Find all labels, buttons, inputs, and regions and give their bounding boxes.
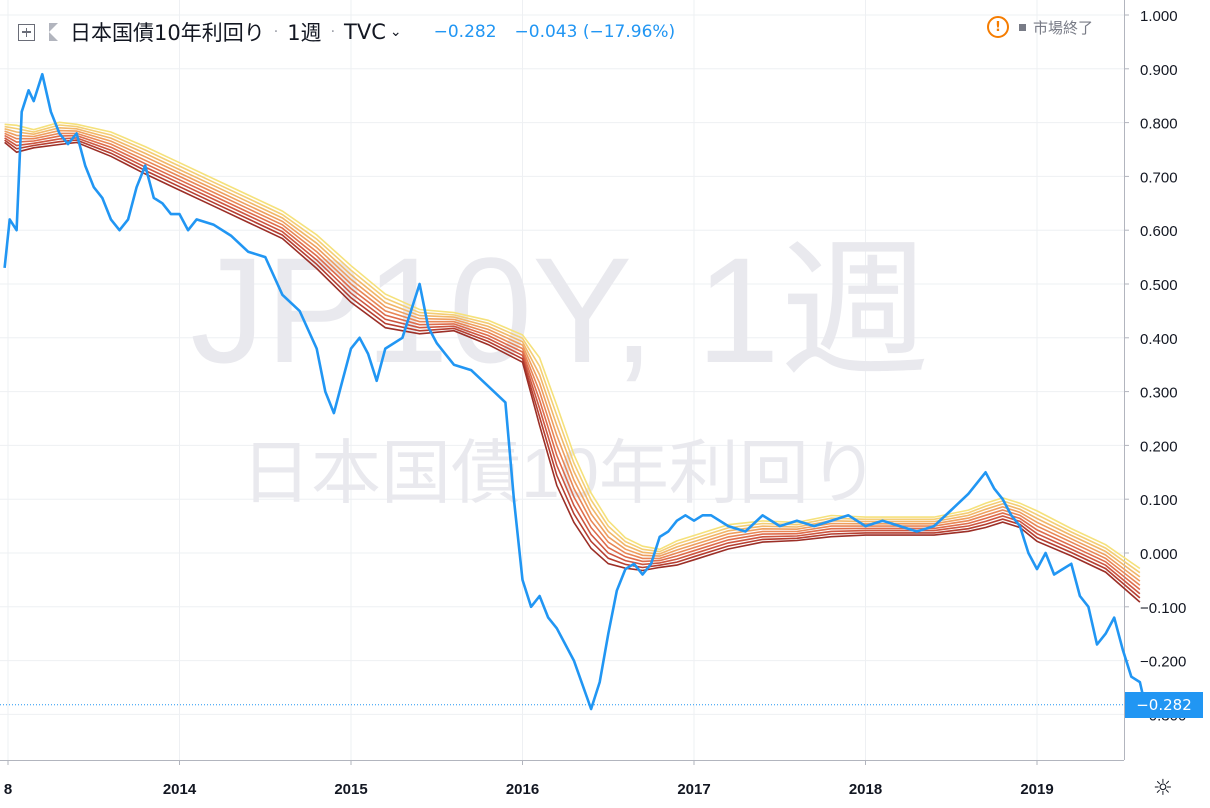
yield-line[interactable] [3,72,1147,711]
x-tick-label: 2018 [849,781,882,798]
y-tick-label: 0.900 [1140,62,1178,79]
ma-line [4,139,1141,599]
moving-average-ribbon [4,121,1141,603]
x-tick-label: 2017 [677,781,710,798]
last-price-tag: −0.282 [1125,692,1203,718]
ma-line [4,137,1141,595]
y-tick-label: 0.600 [1140,223,1178,240]
flag-icon[interactable] [49,23,58,41]
market-status[interactable]: ! 市場終了 [987,16,1093,38]
grid-lines [0,0,1124,760]
ma-line [4,141,1141,603]
y-tick-label: 0.500 [1140,277,1178,294]
ma-line [4,132,1141,586]
separator-dot: · [273,24,279,40]
x-tick-label: 8 [4,781,12,798]
ma-line [4,124,1141,574]
market-status-text: 市場終了 [1033,18,1094,37]
change-value: −0.043 (−17.96%) [514,22,676,42]
y-tick-label: 0.000 [1140,546,1178,563]
ma-line [4,126,1141,578]
price-axis[interactable]: 1.000 0.900 0.800 0.700 0.600 0.500 0.400 0.300… [1124,8,1186,724]
last-value: −0.282 [433,22,497,42]
watermark: JP10Y, 1週 日本国債10年利回り [190,226,929,512]
yield-series[interactable] [3,72,1147,711]
time-axis[interactable]: 8 2014 2015 2016 2017 2018 2019 [4,760,1054,798]
chevron-down-icon[interactable]: ⌄ [389,24,402,40]
x-tick-label: 2016 [506,781,539,798]
y-tick-label: −0.100 [1140,600,1186,617]
y-tick-label: 1.000 [1140,8,1178,25]
interval-label[interactable]: 1週 [287,21,322,45]
ma-line [4,129,1141,582]
y-tick-label: 0.300 [1140,385,1178,402]
legend-header: 日本国債10年利回り · 1週 · TVC ⌄ −0.282 −0.043 (−… [18,17,675,47]
add-icon[interactable] [18,23,35,41]
ma-line [4,134,1141,591]
ma-line [4,121,1141,570]
separator-dot: · [330,24,336,40]
status-square-icon [1019,23,1026,31]
x-tick-label: 2014 [163,781,197,798]
y-tick-label: −0.200 [1140,654,1186,671]
symbol-name[interactable]: 日本国債10年利回り [70,21,265,45]
y-tick-label: 0.700 [1140,169,1178,186]
y-tick-label: 0.800 [1140,116,1178,133]
y-tick-label: 0.400 [1140,331,1178,348]
x-tick-label: 2015 [334,781,367,798]
y-tick-label: 0.200 [1140,438,1178,455]
y-tick-label: 0.100 [1140,492,1178,509]
x-tick-label: 2019 [1020,781,1053,798]
gear-icon[interactable]: ☼ [1153,776,1173,801]
source-label[interactable]: TVC [344,20,386,44]
warning-icon[interactable]: ! [987,16,1009,38]
